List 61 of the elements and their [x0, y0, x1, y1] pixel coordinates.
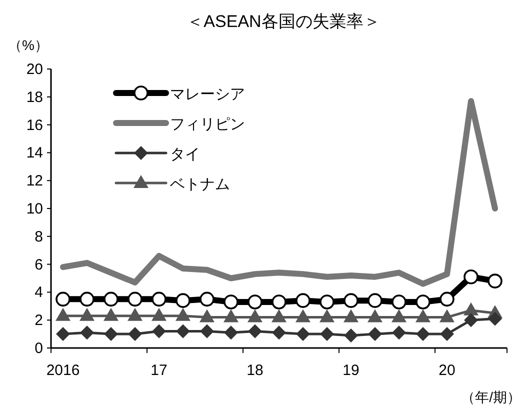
y-tick-label: 8	[34, 228, 43, 246]
point	[272, 294, 286, 310]
point	[464, 269, 478, 284]
point	[368, 327, 382, 342]
point	[224, 326, 238, 340]
point	[344, 293, 358, 308]
point	[320, 294, 334, 310]
point	[296, 327, 310, 342]
point	[56, 327, 70, 342]
y-tick-label: 6	[34, 256, 43, 274]
y-axis-title: （%）	[8, 37, 48, 53]
point	[176, 324, 190, 338]
y-tick-label: 14	[26, 144, 43, 162]
point	[416, 327, 430, 342]
point	[248, 324, 262, 338]
point	[488, 312, 502, 326]
y-tick-label: 16	[26, 116, 43, 134]
point	[368, 293, 382, 308]
point	[416, 294, 430, 310]
legend-label: ベトナム	[170, 176, 230, 193]
point	[440, 327, 454, 342]
x-tick-label: 2016	[46, 362, 80, 379]
y-tick-label: 4	[34, 284, 43, 302]
point	[80, 292, 94, 307]
y-tick-label: 0	[34, 340, 43, 357]
point	[248, 294, 262, 310]
point	[464, 313, 478, 328]
point	[128, 327, 142, 342]
point	[104, 292, 118, 307]
x-tick-label: 18	[246, 362, 264, 379]
point	[56, 292, 70, 307]
x-axis-title: （年/期）	[461, 389, 521, 405]
point	[128, 292, 142, 307]
point	[296, 293, 310, 308]
point	[320, 327, 334, 342]
point	[392, 294, 406, 310]
point	[176, 293, 190, 308]
point	[392, 326, 406, 340]
point	[200, 324, 214, 338]
y-tick-label: 18	[26, 88, 43, 106]
point	[152, 292, 166, 307]
point	[488, 274, 502, 288]
x-tick-label: 20	[438, 362, 456, 379]
x-tick-label: 17	[150, 362, 168, 379]
point	[80, 326, 94, 340]
point	[104, 327, 118, 342]
point	[272, 326, 286, 340]
point	[152, 324, 166, 338]
legend-label: タイ	[170, 146, 200, 163]
y-tick-label: 12	[26, 172, 43, 190]
point	[224, 294, 238, 310]
y-tick-label: 20	[26, 61, 43, 78]
y-tick-label: 2	[34, 312, 43, 330]
point	[200, 292, 214, 307]
chart-title: ＜ASEAN各国の失業率＞	[186, 12, 380, 31]
x-tick-label: 19	[342, 362, 360, 379]
point	[440, 292, 454, 307]
legend-label: フィリピン	[170, 116, 245, 133]
point	[344, 328, 358, 342]
legend-label: マレーシア	[170, 86, 245, 103]
y-tick-label: 10	[26, 200, 43, 218]
